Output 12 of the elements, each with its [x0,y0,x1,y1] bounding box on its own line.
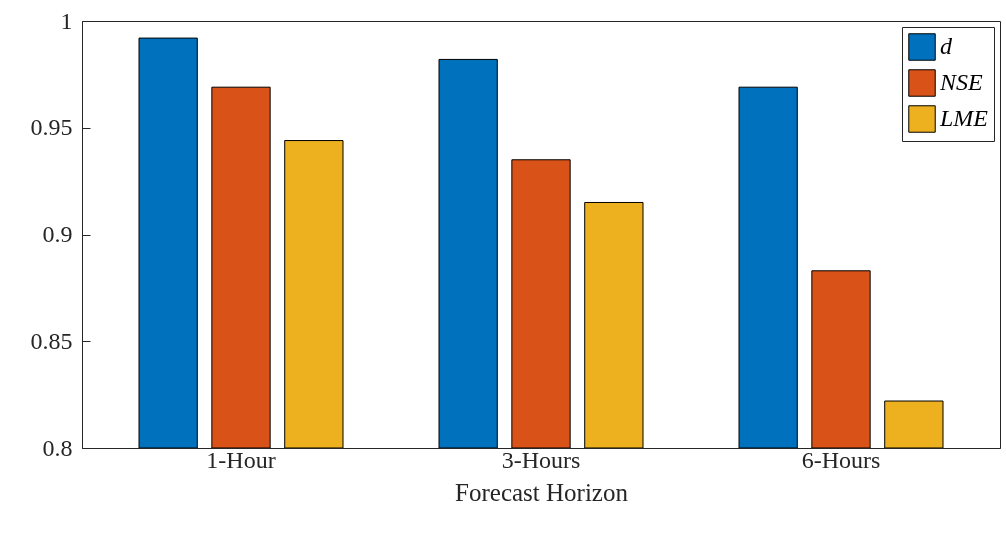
y-tick-label: 0.8 [42,434,73,461]
legend-label: NSE [939,69,984,95]
y-tick-label: 1 [60,7,73,34]
x-tick-label: 1-Hour [206,446,276,473]
y-tick-label: 0.85 [30,327,73,354]
x-tick-label: 3-Hours [501,446,581,473]
legend-label: d [940,33,953,59]
x-tick-label: 6-Hours [801,446,881,473]
x-axis-title: Forecast Horizon [455,478,629,506]
y-tick-label: 0.95 [30,114,73,141]
y-tick-label: 0.9 [42,221,73,247]
legend-label: LME [939,105,989,131]
